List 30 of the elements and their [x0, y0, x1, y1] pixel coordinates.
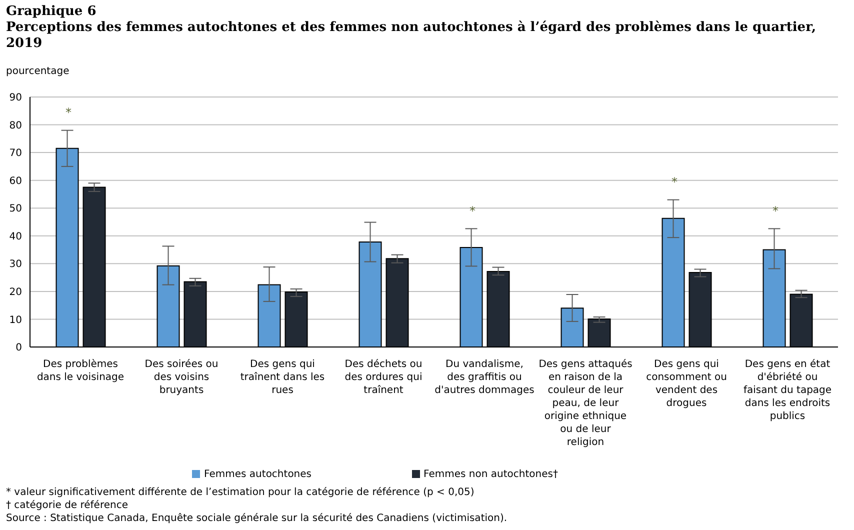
- chart-title: Graphique 6: [6, 4, 98, 20]
- y-tick-label: 10: [9, 314, 22, 326]
- y-tick-label: 80: [9, 120, 22, 132]
- annotation: *: [772, 204, 778, 218]
- x-tick-label: Des gens en état d'ébriété ou faisant du tapage dans les endroits publics: [743, 359, 832, 422]
- y-tick-label: 90: [9, 92, 22, 104]
- legend-label: Femmes non autochtones†: [424, 469, 558, 480]
- source-note: Source : Statistique Canada, Enquête sociale générale sur la sécurité des Canadiens (victimisation).: [6, 512, 508, 525]
- x-tick-label: Des soirées ou des voisins bruyants: [144, 359, 218, 396]
- annotation: *: [66, 106, 72, 120]
- x-tick-label: Des gens qui traînent dans les rues: [240, 359, 325, 396]
- text: * valeur significativement différente de l’estimation pour la catégorie de référence (p < 0,05): [6, 486, 476, 499]
- y-tick-label: 20: [9, 286, 22, 298]
- x-tick-label: Des problèmes dans le voisinage: [36, 359, 124, 383]
- annotation: *: [672, 175, 678, 190]
- x-tick-label: Des gens attaqués en raison de la couleur de leur peau, de leur origine ethnique ou de leur religion: [538, 359, 632, 448]
- y-tick-label: 70: [9, 148, 22, 160]
- y-tick-label: 50: [9, 204, 22, 215]
- annotation: *: [470, 204, 476, 218]
- y-tick-label: 60: [9, 176, 22, 187]
- y-axis-title: pourcentage: [6, 66, 70, 77]
- legend-label: Femmes autochtones: [204, 469, 312, 480]
- y-tick-label: 0: [16, 342, 22, 354]
- y-tick-label: 30: [9, 259, 22, 270]
- chart-subtitle: Perceptions des femmes autochtones et des femmes non autochtones à l’égard des problèmes dans le quartier, 2019: [6, 20, 817, 52]
- y-tick-label: 40: [9, 231, 22, 242]
- x-tick-label: Des déchets ou des ordures qui traînent: [344, 359, 422, 396]
- text: † catégorie de référence: [6, 499, 129, 512]
- x-tick-label: Des gens qui consomment ou vendent des drogues: [646, 359, 727, 409]
- x-tick-label: Du vandalisme, des graffitis ou d'autres dommages: [434, 359, 534, 396]
